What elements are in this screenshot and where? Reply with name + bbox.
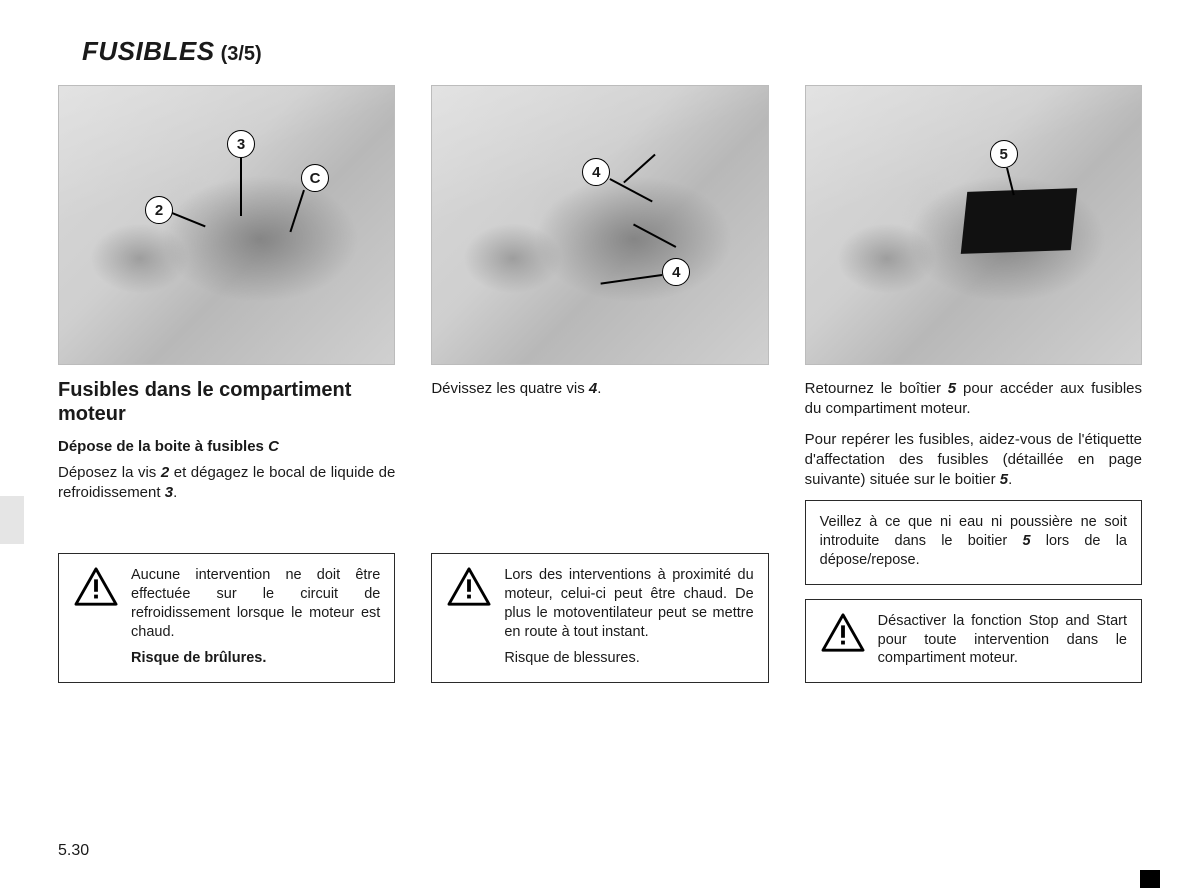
manual-page: FUSIBLES (3/5) 30005 3 2 C Fusibles dans… [0,0,1200,888]
text: . [173,484,177,501]
warning-text: Lors des interventions à proximité du mo… [504,566,753,668]
warning-box: Désactiver la fonction Stop and Start po… [805,599,1142,684]
section-heading: Fusibles dans le compartiment moteur [58,379,395,426]
figure-2: 4 4 [431,85,768,365]
ref-number: 5 [1000,471,1008,488]
fusebox-shape [960,188,1077,254]
warning-icon [820,612,866,654]
warning-box: Aucune intervention ne doit être effectu… [58,553,395,683]
page-number: 5.30 [58,842,89,860]
figure-1: 3 2 C [58,85,395,365]
text: Retournez le boîtier [805,380,948,397]
leader-line [240,158,242,216]
text: . [597,380,601,397]
page-pager: (3/5) [221,43,262,66]
warning-risk: Risque de blessures. [504,649,753,668]
note-box: Veillez à ce que ni eau ni poussière ne … [805,500,1142,585]
callout-3: 3 [227,130,255,158]
content-columns: 30005 3 2 C Fusibles dans le compartimen… [58,85,1142,741]
column-1: 30005 3 2 C Fusibles dans le compartimen… [58,85,395,741]
figure-1-wrap: 30005 3 2 C [58,85,395,379]
warning-body: Aucune intervention ne doit être effectu… [131,566,380,641]
paragraph: Dévissez les quatre vis 4. [431,379,768,399]
warning-icon [446,566,492,608]
figure-3-wrap: 30007 5 [805,85,1142,379]
column-2: 30006 4 4 Dévissez les quatre vis 4. [431,85,768,741]
section-subheading: Dépose de la boite à fusibles C [58,438,395,455]
text: Déposez la vis [58,464,161,481]
callout-C: C [301,164,329,192]
ref-number: 5 [948,380,956,397]
callout-5: 5 [990,140,1018,168]
ref-number: 5 [1022,533,1030,549]
ref-number: 2 [161,464,169,481]
text: Dévissez les quatre vis [431,380,589,397]
figure-2-wrap: 30006 4 4 [431,85,768,379]
ref-number: 4 [589,380,597,397]
paragraph: Déposez la vis 2 et dégagez le bocal de … [58,463,395,504]
engine-illustration [59,86,394,364]
warning-box: Lors des interventions à proximité du mo… [431,553,768,683]
subheading-text: Dépose de la boite à fusibles [58,438,264,455]
figure-3: 5 [805,85,1142,365]
warning-body: Désactiver la fonction Stop and Start po… [878,612,1127,669]
warning-text: Désactiver la fonction Stop and Start po… [878,612,1127,669]
subheading-ref: C [268,438,279,455]
paragraph: Pour repérer les fusibles, aidez-vous de… [805,430,1142,491]
warning-text: Aucune intervention ne doit être effectu… [131,566,380,668]
crop-mark [1140,870,1160,888]
warning-risk: Risque de brûlures. [131,649,380,668]
ref-number: 3 [165,484,173,501]
text: . [1008,471,1012,488]
engine-illustration [432,86,767,364]
column-3: 30007 5 Retournez le boîtier 5 pour accé… [805,85,1142,741]
page-title: FUSIBLES [82,36,215,67]
callout-2: 2 [145,196,173,224]
paragraph: Retournez le boîtier 5 pour accéder aux … [805,379,1142,420]
text: Pour repérer les fusibles, aidez-vous de… [805,431,1142,489]
warning-body: Lors des interventions à proximité du mo… [504,566,753,641]
page-title-row: FUSIBLES (3/5) [82,36,1142,67]
warning-icon [73,566,119,608]
